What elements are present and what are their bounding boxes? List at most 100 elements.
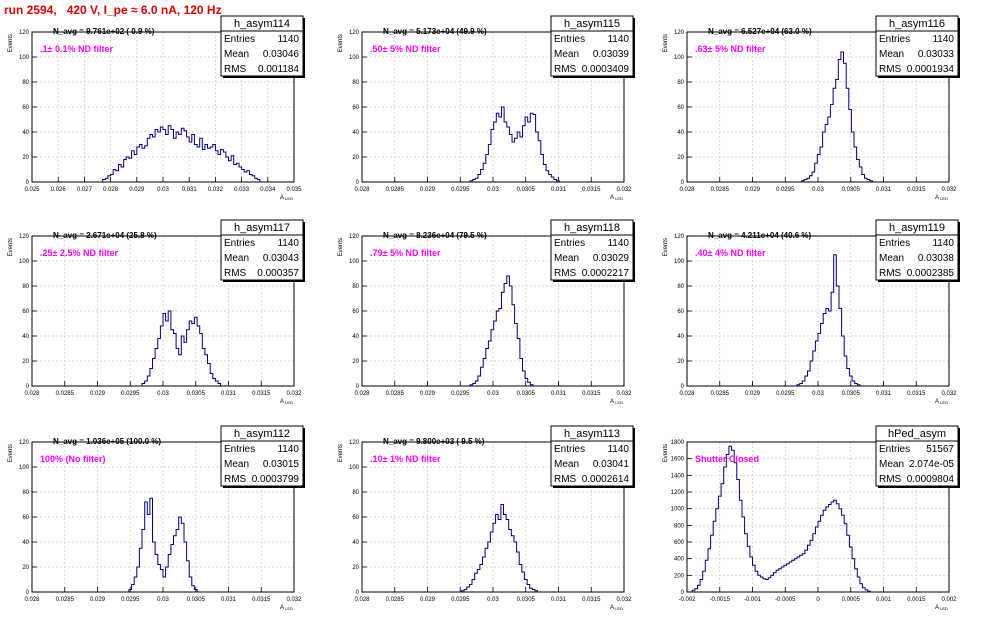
stats-label: RMS xyxy=(224,474,247,485)
y-tick-label: 1600 xyxy=(671,457,685,463)
y-tick-label: 80 xyxy=(352,80,359,86)
y-tick-label: 1000 xyxy=(671,507,685,513)
n-avg-label: N_avg = 5.173e+04 (49.9 %) xyxy=(383,27,487,36)
stats-label: Entries xyxy=(554,34,585,45)
stats-value: 0.03039 xyxy=(593,49,630,60)
stats-label: Mean xyxy=(554,49,579,60)
stats-label: Mean xyxy=(554,253,579,264)
x-tick-label: 0.028 xyxy=(354,187,370,193)
y-tick-label: 120 xyxy=(19,234,30,240)
y-tick-label: 120 xyxy=(349,440,360,446)
y-tick-label: 400 xyxy=(674,557,685,563)
y-tick-label: 40 xyxy=(352,540,359,546)
stats-value: 1140 xyxy=(277,34,299,45)
n-avg-label: N_avg = 9.761e+02 ( 0.9 %) xyxy=(53,27,155,36)
y-tick-label: 20 xyxy=(677,359,684,365)
y-tick-label: 0 xyxy=(356,590,360,596)
x-tick-label: 0.03 xyxy=(812,391,824,397)
y-tick-label: 100 xyxy=(19,259,30,265)
x-tick-label: 0.0295 xyxy=(451,187,470,193)
page-title: run 2594, 420 V, I_pe ≈ 6.0 nA, 120 Hz xyxy=(4,3,222,17)
x-tick-label: 0.0295 xyxy=(121,391,140,397)
stats-label: Mean xyxy=(879,459,904,470)
x-tick-label: 0.03 xyxy=(157,597,169,603)
x-tick-label: 0.03 xyxy=(812,187,824,193)
y-tick-label: 60 xyxy=(352,309,359,315)
y-axis-label: Events xyxy=(338,444,344,462)
x-tick-label: 0.032 xyxy=(941,187,957,193)
y-tick-label: 40 xyxy=(677,334,684,340)
x-tick-label: 0.0305 xyxy=(517,597,536,603)
filter-label: .40± 4% ND filter xyxy=(695,248,766,258)
histogram-name: h_asym119 xyxy=(889,222,945,234)
y-tick-label: 1200 xyxy=(671,490,685,496)
x-tick-label: 0.028 xyxy=(354,597,370,603)
x-tick-label: 0 xyxy=(816,597,820,603)
y-tick-label: 120 xyxy=(674,30,685,36)
x-tick-label: 0.032 xyxy=(616,391,632,397)
x-axis-label: A LED xyxy=(610,195,623,201)
stats-label: Mean xyxy=(224,459,249,470)
x-tick-label: 0.0315 xyxy=(582,391,601,397)
histogram-line xyxy=(801,51,873,182)
x-tick-label: 0.03 xyxy=(157,187,169,193)
x-tick-label: 0.035 xyxy=(286,187,302,193)
x-tick-label: 0.026 xyxy=(51,187,67,193)
y-tick-label: 20 xyxy=(677,155,684,161)
y-tick-label: 40 xyxy=(22,540,29,546)
stats-box xyxy=(550,219,634,281)
histogram-name: h_asym116 xyxy=(889,18,945,30)
x-tick-label: 0.032 xyxy=(616,597,632,603)
stats-label: RMS xyxy=(879,64,902,75)
x-axis-label: A LED xyxy=(280,399,293,405)
y-tick-label: 80 xyxy=(22,284,29,290)
x-tick-label: 0.028 xyxy=(679,391,695,397)
y-tick-label: 600 xyxy=(674,540,685,546)
stats-value: 0.0009804 xyxy=(907,474,955,485)
x-axis-label: A LED xyxy=(280,605,293,611)
x-axis-label: A LED xyxy=(935,605,948,611)
stats-label: RMS xyxy=(224,268,247,279)
y-tick-label: 0 xyxy=(681,590,685,596)
x-tick-label: 0.027 xyxy=(77,187,93,193)
y-tick-label: 40 xyxy=(352,334,359,340)
stats-label: RMS xyxy=(554,268,577,279)
stats-value: 2.074e-05 xyxy=(909,459,954,470)
y-tick-label: 120 xyxy=(349,30,360,36)
y-axis-label: Events xyxy=(8,238,14,256)
x-tick-label: 0.03 xyxy=(157,391,169,397)
stats-value: 0.0002385 xyxy=(907,268,955,279)
stats-box xyxy=(550,425,634,487)
histogram-line xyxy=(691,445,871,592)
x-tick-label: 0.03 xyxy=(487,187,499,193)
x-axis-label: A LED xyxy=(935,399,948,405)
x-tick-label: 0.031 xyxy=(876,187,892,193)
y-tick-label: 120 xyxy=(349,234,360,240)
stats-value: 0.03038 xyxy=(918,253,955,264)
stats-box xyxy=(875,425,959,487)
stats-value: 1140 xyxy=(277,238,299,249)
x-tick-label: 0.0315 xyxy=(252,597,271,603)
histogram-line xyxy=(469,275,534,386)
x-tick-label: 0.03 xyxy=(487,391,499,397)
filter-label: .10± 1% ND filter xyxy=(370,454,441,464)
stats-box xyxy=(550,15,634,77)
x-tick-label: 0.031 xyxy=(876,391,892,397)
x-tick-label: 0.029 xyxy=(420,597,436,603)
y-tick-label: 80 xyxy=(677,80,684,86)
x-tick-label: 0.028 xyxy=(103,187,119,193)
y-tick-label: 60 xyxy=(22,309,29,315)
stats-label: Entries xyxy=(554,444,585,455)
x-tick-label: 0.031 xyxy=(551,187,567,193)
x-tick-label: 0.0315 xyxy=(252,391,271,397)
x-tick-label: 0.0005 xyxy=(842,597,861,603)
x-tick-label: 0.0285 xyxy=(386,187,405,193)
x-tick-label: 0.0315 xyxy=(907,187,926,193)
stats-box xyxy=(220,219,304,281)
x-axis-label: A LED xyxy=(610,399,623,405)
y-tick-label: 60 xyxy=(22,515,29,521)
x-axis-label: A LED xyxy=(610,605,623,611)
stats-label: Entries xyxy=(879,444,910,455)
stats-label: Mean xyxy=(224,49,249,60)
x-tick-label: 0.029 xyxy=(129,187,145,193)
